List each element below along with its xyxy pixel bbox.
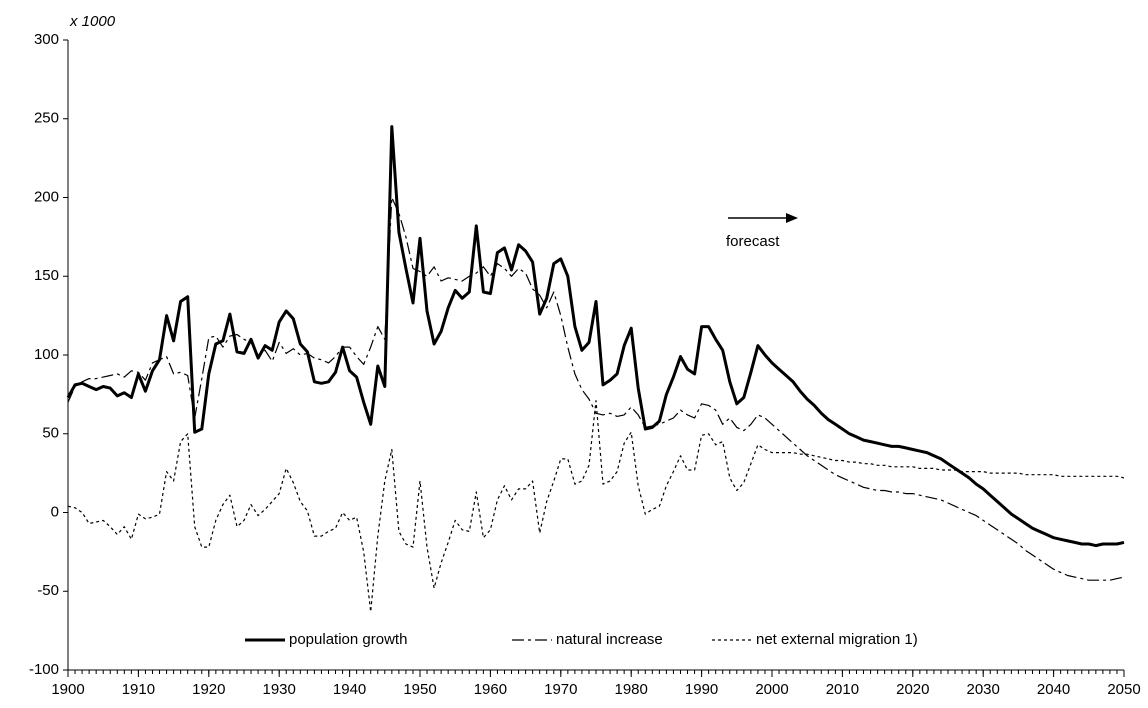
y-axis-label: x 1000 <box>69 13 116 30</box>
x-tick-label: 1980 <box>615 681 648 698</box>
x-tick-label: 1950 <box>403 681 436 698</box>
series-line <box>67 400 1125 613</box>
y-tick-label: 200 <box>34 188 59 205</box>
x-tick-label: 2010 <box>826 681 859 698</box>
x-tick-label: 1990 <box>685 681 718 698</box>
x-tick-label: 1900 <box>51 681 84 698</box>
y-tick-label: 300 <box>34 31 59 48</box>
x-tick-label: 1930 <box>263 681 296 698</box>
y-tick-label: 100 <box>34 346 59 363</box>
series-line <box>66 125 1125 548</box>
series-line <box>67 196 1125 581</box>
y-tick-label: 250 <box>34 110 59 127</box>
annotation: forecast <box>726 233 780 250</box>
y-tick-label: 150 <box>34 267 59 284</box>
x-tick-label: 1960 <box>474 681 507 698</box>
x-tick-label: 2000 <box>755 681 788 698</box>
forecast-arrowhead <box>786 213 798 223</box>
x-tick-label: 2030 <box>967 681 1000 698</box>
x-tick-label: 1970 <box>544 681 577 698</box>
legend-label: net external migration 1) <box>756 631 918 648</box>
y-tick-label: 0 <box>51 503 59 520</box>
x-tick-label: 1910 <box>122 681 155 698</box>
x-tick-label: 2050 <box>1107 681 1140 698</box>
legend-label: natural increase <box>556 631 663 648</box>
y-tick-label: -100 <box>29 661 59 678</box>
x-tick-label: 1920 <box>192 681 225 698</box>
legend-label: population growth <box>289 631 407 648</box>
x-tick-label: 2020 <box>896 681 929 698</box>
x-tick-label: 1940 <box>333 681 366 698</box>
y-tick-label: 50 <box>42 425 59 442</box>
x-tick-label: 2040 <box>1037 681 1070 698</box>
y-tick-label: -50 <box>37 582 59 599</box>
